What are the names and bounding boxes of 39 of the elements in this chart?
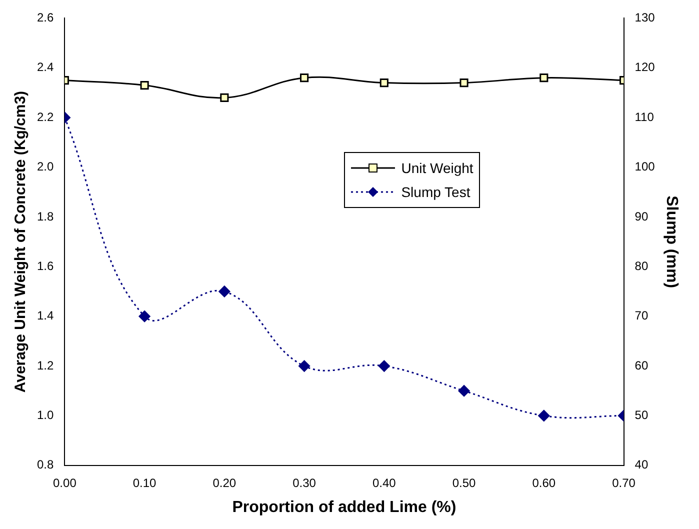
y-tick-label: 1.8	[36, 209, 54, 224]
x-tick-label: 0.60	[532, 476, 556, 490]
point	[298, 360, 310, 372]
x-tick-label: 0.00	[53, 476, 77, 490]
x-axis-title: Proportion of added Lime (%)	[232, 498, 456, 516]
y2-tick-label: 70	[634, 308, 648, 323]
y2-tick-label: 60	[634, 358, 648, 372]
x-tick-label: 0.20	[212, 476, 236, 490]
x-tick-label: 0.10	[132, 476, 157, 490]
y-tick-label: 1.6	[36, 258, 54, 273]
y2-tick-label: 80	[634, 258, 648, 273]
y-tick-label: 2.6	[36, 10, 54, 25]
x-tick-label: 0.50	[452, 476, 476, 490]
y2-tick-label: 100	[634, 160, 656, 174]
point	[218, 286, 230, 298]
y2-tick-label: 110	[634, 110, 654, 124]
y-tick-label: 2.4	[36, 60, 54, 74]
point	[378, 360, 390, 372]
y-axis-title: Average Unit Weight of Concrete (Kg/cm3)	[12, 90, 30, 393]
x-tick-label: 0.40	[372, 476, 396, 490]
y-tick-label: 1.2	[36, 358, 54, 372]
y2-tick-label: 40	[634, 458, 648, 472]
x-tick-label: 0.70	[612, 476, 636, 490]
legend-label: Unit Weight	[401, 159, 474, 178]
y2-tick-label: 130	[634, 10, 656, 25]
y-tick-label: 0.8	[36, 458, 54, 472]
point	[538, 410, 550, 422]
y-tick-label: 1.4	[36, 308, 54, 323]
y-tick-label: 2.2	[36, 110, 54, 124]
y2-axis-title: Slump (mm)	[662, 196, 680, 288]
point	[138, 310, 150, 322]
y-tick-label: 1.0	[36, 408, 54, 422]
y2-tick-label: 50	[634, 408, 648, 422]
y-tick-label: 2.0	[36, 160, 54, 174]
legend-label: Slump Test	[401, 183, 470, 202]
y2-tick-label: 120	[634, 60, 656, 74]
point	[458, 385, 470, 397]
x-tick-label: 0.30	[292, 476, 316, 490]
y2-tick-label: 90	[634, 209, 648, 224]
